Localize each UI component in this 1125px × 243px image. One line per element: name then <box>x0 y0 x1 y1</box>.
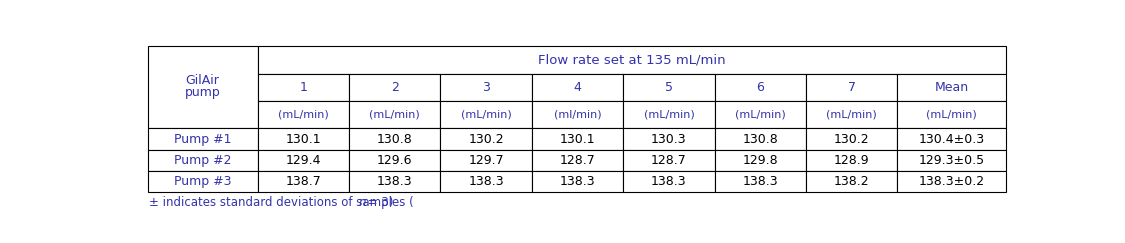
Text: pump: pump <box>184 86 220 99</box>
Bar <box>440 171 532 192</box>
Bar <box>623 171 714 192</box>
Text: 129.6: 129.6 <box>377 154 413 167</box>
Bar <box>147 171 258 192</box>
Bar <box>440 74 532 102</box>
Text: (mL/min): (mL/min) <box>369 110 420 120</box>
Text: 4: 4 <box>574 81 582 95</box>
Bar <box>440 102 532 129</box>
Bar <box>349 150 440 171</box>
Bar <box>258 129 349 150</box>
Text: (mL/min): (mL/min) <box>644 110 694 120</box>
Bar <box>258 150 349 171</box>
Text: 128.7: 128.7 <box>559 154 595 167</box>
Text: 2: 2 <box>390 81 398 95</box>
Bar <box>258 171 349 192</box>
Bar <box>898 171 1006 192</box>
Bar <box>806 150 898 171</box>
Text: GilAir: GilAir <box>186 74 219 87</box>
Text: 138.3±0.2: 138.3±0.2 <box>918 175 984 188</box>
Text: Flow rate set at 135 mL/min: Flow rate set at 135 mL/min <box>538 54 726 67</box>
Bar <box>258 102 349 129</box>
Bar <box>147 129 258 150</box>
Text: 129.3±0.5: 129.3±0.5 <box>918 154 984 167</box>
Bar <box>532 102 623 129</box>
Text: 138.2: 138.2 <box>834 175 870 188</box>
Bar <box>532 74 623 102</box>
Bar <box>349 74 440 102</box>
Bar <box>714 129 806 150</box>
Text: 130.8: 130.8 <box>742 132 778 146</box>
Text: 130.2: 130.2 <box>834 132 870 146</box>
Bar <box>714 74 806 102</box>
Bar <box>806 102 898 129</box>
Bar <box>532 150 623 171</box>
Text: 130.8: 130.8 <box>377 132 413 146</box>
Text: 130.2: 130.2 <box>468 132 504 146</box>
Bar <box>806 129 898 150</box>
Bar <box>349 171 440 192</box>
Text: 138.3: 138.3 <box>742 175 778 188</box>
Bar <box>258 46 1006 74</box>
Text: (mL/min): (mL/min) <box>735 110 785 120</box>
Text: 129.8: 129.8 <box>742 154 778 167</box>
Text: (ml/min): (ml/min) <box>554 110 601 120</box>
Text: 7: 7 <box>847 81 856 95</box>
Bar <box>623 150 714 171</box>
Text: ± indicates standard deviations of samples (: ± indicates standard deviations of sampl… <box>150 196 414 209</box>
Text: 130.4±0.3: 130.4±0.3 <box>918 132 984 146</box>
Text: Pump #2: Pump #2 <box>174 154 232 167</box>
Text: 130.1: 130.1 <box>559 132 595 146</box>
Text: Pump #1: Pump #1 <box>174 132 232 146</box>
Text: 129.7: 129.7 <box>468 154 504 167</box>
Bar <box>898 74 1006 102</box>
Bar <box>147 46 258 129</box>
Text: 138.3: 138.3 <box>559 175 595 188</box>
Text: 1: 1 <box>299 81 307 95</box>
Bar <box>623 129 714 150</box>
Text: (mL/min): (mL/min) <box>461 110 512 120</box>
Text: 128.7: 128.7 <box>651 154 686 167</box>
Bar <box>349 129 440 150</box>
Text: Mean: Mean <box>935 81 969 95</box>
Text: 5: 5 <box>665 81 673 95</box>
Bar <box>806 74 898 102</box>
Text: (mL/min): (mL/min) <box>926 110 976 120</box>
Bar <box>714 150 806 171</box>
Text: 128.9: 128.9 <box>834 154 870 167</box>
Text: = 3): = 3) <box>364 196 394 209</box>
Text: 138.3: 138.3 <box>377 175 413 188</box>
Bar <box>440 129 532 150</box>
Text: (mL/min): (mL/min) <box>826 110 878 120</box>
Bar <box>440 150 532 171</box>
Bar <box>147 150 258 171</box>
Text: 6: 6 <box>756 81 764 95</box>
Bar <box>714 171 806 192</box>
Text: 129.4: 129.4 <box>286 154 321 167</box>
Bar <box>898 129 1006 150</box>
Text: Pump #3: Pump #3 <box>174 175 232 188</box>
Bar <box>898 102 1006 129</box>
Text: 3: 3 <box>483 81 490 95</box>
Bar <box>898 150 1006 171</box>
Bar <box>349 102 440 129</box>
Bar <box>623 74 714 102</box>
Text: n: n <box>359 196 367 209</box>
Bar <box>623 102 714 129</box>
Bar <box>258 74 349 102</box>
Text: 138.3: 138.3 <box>468 175 504 188</box>
Bar <box>714 102 806 129</box>
Bar <box>806 171 898 192</box>
Bar <box>532 129 623 150</box>
Text: 130.1: 130.1 <box>286 132 321 146</box>
Text: 138.7: 138.7 <box>286 175 322 188</box>
Text: 130.3: 130.3 <box>651 132 686 146</box>
Bar <box>532 171 623 192</box>
Text: 138.3: 138.3 <box>651 175 686 188</box>
Text: (mL/min): (mL/min) <box>278 110 328 120</box>
